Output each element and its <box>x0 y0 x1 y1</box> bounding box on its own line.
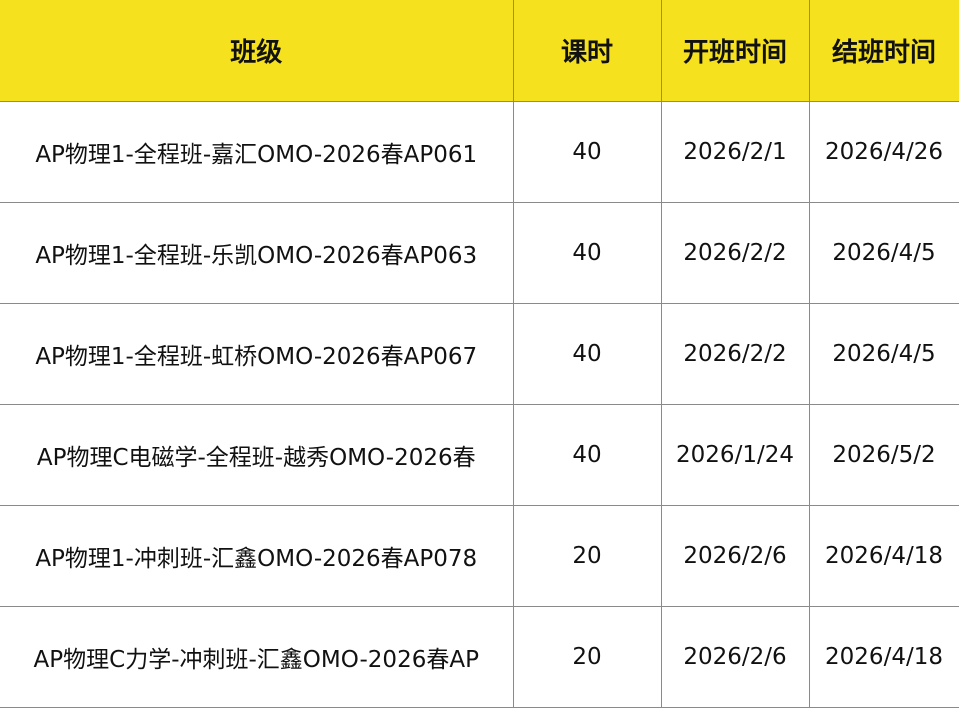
header-class: 班级 <box>0 0 514 102</box>
cell-class: AP物理1-全程班-嘉汇OMO-2026春AP061 <box>0 101 514 203</box>
table-row: AP物理1-冲刺班-汇鑫OMO-2026春AP078 20 2026/2/6 2026… <box>0 505 959 607</box>
cell-end-date: 2026/4/18 <box>808 505 959 607</box>
header-end-date: 结班时间 <box>808 0 959 102</box>
table-row: AP物理1-全程班-虹桥OMO-2026春AP067 40 2026/2/2 2026… <box>0 303 959 405</box>
header-start-date: 开班时间 <box>660 0 810 102</box>
table-row: AP物理C力学-冲刺班-汇鑫OMO-2026春AP 20 2026/2/6 2026/… <box>0 606 959 708</box>
cell-start-date: 2026/2/2 <box>660 303 810 405</box>
cell-hours: 40 <box>512 404 662 506</box>
cell-hours: 40 <box>512 202 662 304</box>
cell-class: AP物理1-全程班-虹桥OMO-2026春AP067 <box>0 303 514 405</box>
cell-end-date: 2026/5/2 <box>808 404 959 506</box>
header-hours: 课时 <box>512 0 662 102</box>
header-row: 班级 课时 开班时间 结班时间 <box>0 0 959 102</box>
cell-start-date: 2026/2/1 <box>660 101 810 203</box>
cell-hours: 20 <box>512 505 662 607</box>
cell-class: AP物理1-全程班-乐凯OMO-2026春AP063 <box>0 202 514 304</box>
table-row: AP物理C电磁学-全程班-越秀OMO-2026春 40 2026/1/24 2026/… <box>0 404 959 506</box>
cell-end-date: 2026/4/5 <box>808 202 959 304</box>
cell-class: AP物理C电磁学-全程班-越秀OMO-2026春 <box>0 404 514 506</box>
cell-end-date: 2026/4/26 <box>808 101 959 203</box>
cell-class: AP物理C力学-冲刺班-汇鑫OMO-2026春AP <box>0 606 514 708</box>
cell-start-date: 2026/2/6 <box>660 606 810 708</box>
cell-start-date: 2026/1/24 <box>660 404 810 506</box>
cell-hours: 20 <box>512 606 662 708</box>
table-row: AP物理1-全程班-乐凯OMO-2026春AP063 40 2026/2/2 2026… <box>0 202 959 304</box>
cell-hours: 40 <box>512 303 662 405</box>
cell-end-date: 2026/4/5 <box>808 303 959 405</box>
cell-hours: 40 <box>512 101 662 203</box>
cell-start-date: 2026/2/2 <box>660 202 810 304</box>
cell-class: AP物理1-冲刺班-汇鑫OMO-2026春AP078 <box>0 505 514 607</box>
cell-start-date: 2026/2/6 <box>660 505 810 607</box>
table-row: AP物理1-全程班-嘉汇OMO-2026春AP061 40 2026/2/1 2026… <box>0 101 959 203</box>
cell-end-date: 2026/4/18 <box>808 606 959 708</box>
